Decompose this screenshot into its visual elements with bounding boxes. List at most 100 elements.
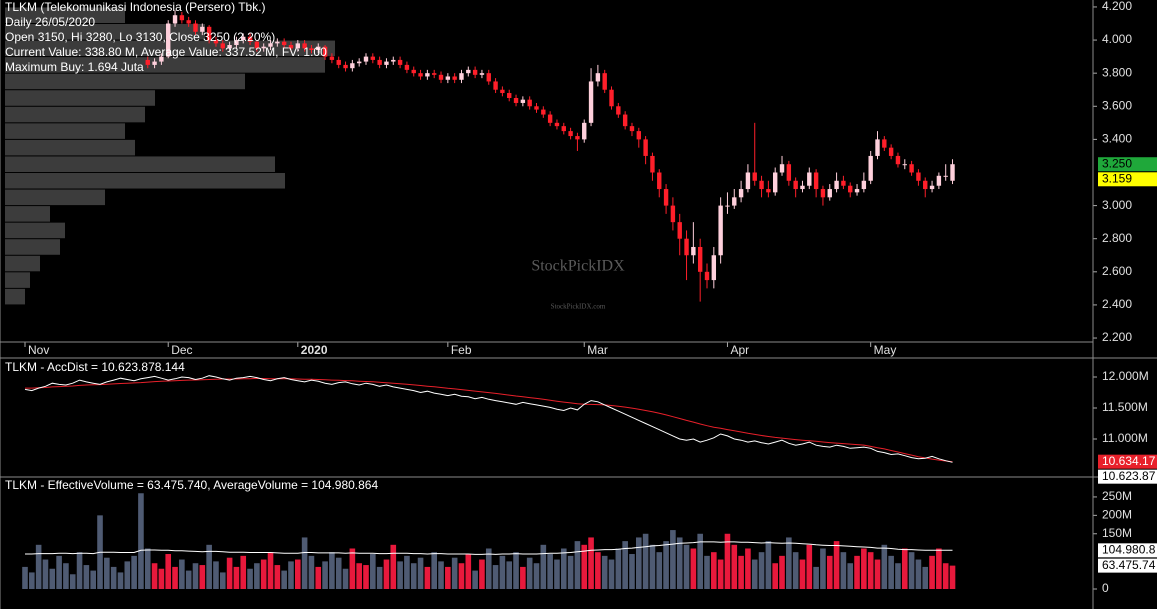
candle-body [643,139,648,156]
volume-bar [465,554,472,589]
candle-body [786,164,792,181]
candle-body [677,222,682,239]
volume-bar [936,548,942,589]
candle-body [547,114,553,123]
value-badge-label: 10.623.87 [1102,469,1156,483]
volume-bar [281,570,287,589]
volume-bar [867,552,874,589]
candle-body [404,64,410,70]
y-tick-label: 12.000M [1102,369,1149,383]
candle-body [718,205,723,256]
candle-body [854,189,860,193]
volume-bar [826,555,833,589]
candle-body [329,56,335,60]
volume-profile-bar [5,222,65,239]
volume-bar [42,559,49,589]
candle-body [773,172,778,193]
volume-bar [260,559,267,589]
volume-bar [908,552,915,589]
candle-body [432,73,437,75]
candle-body [602,73,607,90]
candle-body [711,255,717,281]
candle-body [145,59,150,65]
volume-bar [711,552,717,589]
volume-profile-bar [5,90,155,106]
value-badge [1098,543,1157,558]
volume-bar [117,572,124,589]
candle-body [309,48,314,50]
volume-profile-bar [5,139,135,156]
volume-bar [29,572,35,589]
volume-bar [404,555,410,589]
volume-bar [676,537,683,589]
volume-profile-bar [5,272,30,288]
x-tick-label: May [874,343,897,357]
volume-bar [738,555,744,589]
volume-bar [792,552,799,589]
candle-body [827,189,832,198]
volume-bar [138,493,144,589]
candle-body [691,246,696,256]
candle-body [343,64,348,69]
candle-body [179,15,185,21]
candle-body [697,246,703,272]
y-tick-label: 3.400 [1102,132,1132,146]
volume-bar [131,555,137,589]
volume-bar [417,557,424,589]
value-info: Current Value: 338.80 M, Average Value: … [5,45,327,59]
value-badge-label: 3.159 [1102,171,1132,185]
volume-bar [861,548,867,589]
candle-body [520,99,526,103]
volume-bar [219,572,226,589]
candle-body [186,20,191,24]
period: Daily 26/05/2020 [5,15,95,29]
candle-body [622,114,628,127]
volume-bar [363,565,369,589]
candle-body [807,172,812,186]
volume-bar [731,544,738,589]
candle-body [916,172,921,181]
candle-body [725,205,730,207]
y-tick-label: 4.000 [1102,32,1132,46]
volume-bar [472,570,478,589]
volume-bar [915,559,922,589]
volume-bar [295,559,301,589]
volume-bar [445,566,451,589]
volume-bar [144,548,151,589]
value-badge-label: 3.250 [1102,156,1132,170]
volume-bar [179,559,185,589]
candle-body [336,59,341,65]
volume-bar [799,559,806,589]
candle-body [820,189,826,198]
candle-body [582,122,587,140]
volume-profile-bar [5,24,205,40]
volume-bar [335,557,342,589]
candle-body [227,45,232,49]
candle-body [200,26,205,32]
candle-body [166,23,171,57]
candle-body [609,89,614,107]
candle-body [493,81,498,90]
candle-body [268,43,273,47]
y-tick-label: 2.600 [1102,264,1132,278]
candle-body [254,41,260,49]
candle-body [384,61,389,65]
volume-bar [342,568,349,589]
watermark: StockPickIDX [531,258,625,275]
volume-bar [56,555,62,589]
value-badge [1098,172,1157,187]
candle-body [507,93,512,98]
candle-body [438,74,444,80]
volume-profile-bar [5,73,245,90]
candle-body [704,271,710,281]
volume-bar [847,563,854,589]
volume-bar [301,537,308,589]
candle-body [288,45,294,49]
volume-bar [840,552,847,589]
volume-bar [185,570,192,589]
candle-body [172,15,178,24]
candle-body [234,40,239,46]
volume-bar [656,552,663,589]
y-tick-label: 4.200 [1102,0,1132,13]
